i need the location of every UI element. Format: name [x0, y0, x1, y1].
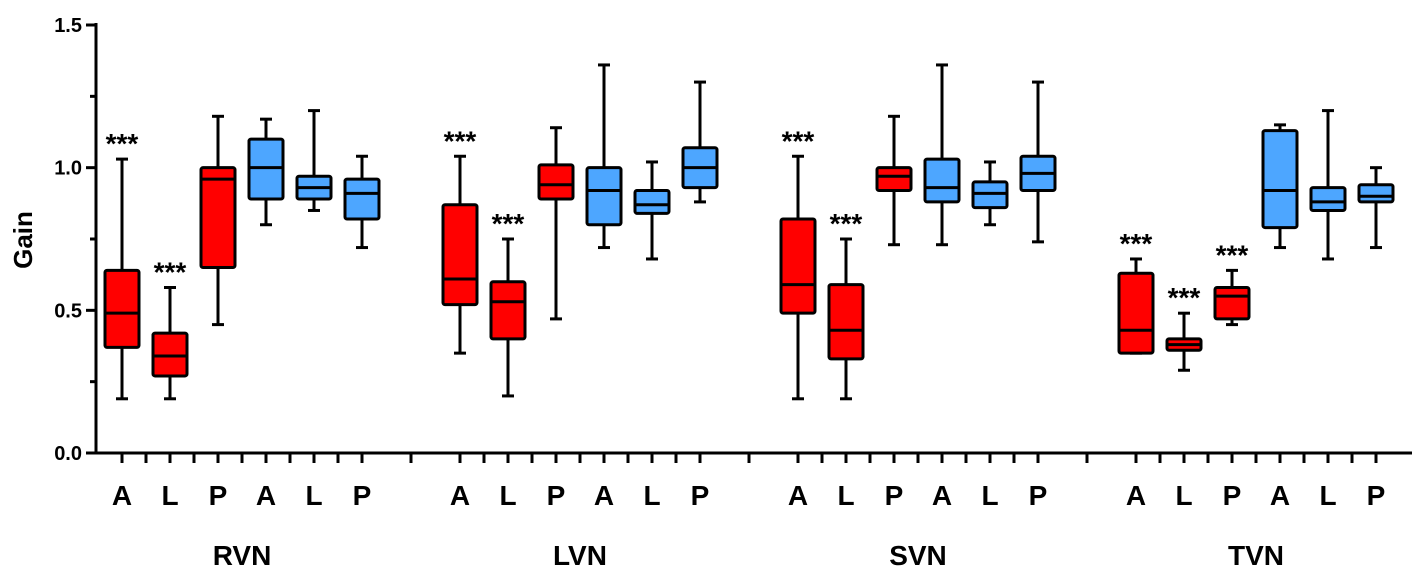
y-tick-label: 1.5 — [54, 15, 82, 37]
box-tvn-0: *** — [1117, 228, 1155, 355]
axes — [94, 23, 1412, 455]
box-rvn-3 — [247, 117, 285, 227]
category-label: A — [1126, 480, 1146, 511]
category-label: P — [1029, 480, 1048, 511]
category-label: P — [353, 480, 372, 511]
y-axis-label: Gain — [8, 211, 38, 269]
box-tvn-4 — [1309, 109, 1347, 261]
box-lvn-2 — [537, 126, 575, 321]
box-iqr — [537, 163, 575, 201]
box-iqr — [875, 166, 913, 192]
box-svn-4 — [971, 160, 1009, 227]
box-iqr — [199, 166, 237, 270]
category-label: L — [981, 480, 998, 511]
significance-label: *** — [492, 208, 525, 239]
box-iqr — [1213, 286, 1251, 321]
significance-label: *** — [106, 128, 139, 159]
box-rvn-2 — [199, 114, 237, 327]
group-label-tvn: TVN — [1228, 540, 1284, 571]
box-lvn-5 — [681, 80, 719, 204]
category-label: L — [499, 480, 516, 511]
box-svn-3 — [923, 63, 961, 247]
x-ticks — [120, 453, 1378, 463]
box-iqr — [633, 188, 671, 215]
box-lvn-0: *** — [441, 125, 479, 355]
box-iqr — [779, 217, 817, 315]
box-iqr — [1261, 129, 1299, 230]
box-iqr — [103, 268, 141, 349]
box-tvn-3 — [1261, 123, 1299, 250]
category-label: P — [547, 480, 566, 511]
category-label: P — [885, 480, 904, 511]
significance-label: *** — [782, 125, 815, 156]
category-label: A — [1270, 480, 1290, 511]
box-svn-0: *** — [779, 125, 817, 401]
box-iqr — [489, 280, 527, 341]
significance-label: *** — [830, 208, 863, 239]
box-tvn-1: *** — [1165, 282, 1203, 372]
box-rvn-4 — [295, 109, 333, 212]
box-iqr — [343, 177, 381, 221]
y-ticks: 0.0 0.5 1.0 1.5 — [54, 15, 96, 465]
significance-label: *** — [154, 257, 187, 288]
box-lvn-1: *** — [489, 208, 527, 398]
y-tick-label: 1.0 — [54, 158, 82, 180]
box-rvn-5 — [343, 154, 381, 250]
box-iqr — [1309, 186, 1347, 212]
category-label: A — [788, 480, 808, 511]
box-tvn-2: *** — [1213, 239, 1251, 327]
box-lvn-4 — [633, 160, 671, 261]
category-label: L — [305, 480, 322, 511]
box-iqr — [441, 203, 479, 307]
box-iqr — [585, 166, 623, 227]
box-lvn-3 — [585, 63, 623, 250]
y-tick-label: 0.5 — [54, 300, 82, 322]
category-label: L — [643, 480, 660, 511]
box-iqr — [1117, 271, 1155, 355]
group-label-lvn: LVN — [553, 540, 607, 571]
category-label: L — [161, 480, 178, 511]
group-label-svn: SVN — [889, 540, 947, 571]
box-rvn-0: *** — [103, 128, 141, 401]
category-label: L — [837, 480, 854, 511]
category-label: P — [1367, 480, 1386, 511]
category-label: P — [1223, 480, 1242, 511]
box-svn-5 — [1019, 80, 1057, 244]
significance-label: *** — [1168, 282, 1201, 313]
significance-label: *** — [444, 125, 477, 156]
box-rvn-1: *** — [151, 257, 189, 401]
category-label: A — [450, 480, 470, 511]
box-iqr — [923, 157, 961, 204]
box-iqr — [827, 283, 865, 361]
category-label: A — [594, 480, 614, 511]
y-tick-label: 0.0 — [54, 443, 82, 465]
significance-label: *** — [1120, 228, 1153, 259]
category-label: A — [112, 480, 132, 511]
box-tvn-5 — [1357, 166, 1395, 250]
box-svn-1: *** — [827, 208, 865, 401]
group-labels: RVN LVN SVN TVN — [213, 540, 1284, 571]
category-label: P — [209, 480, 228, 511]
category-label: L — [1319, 480, 1336, 511]
category-label: L — [1175, 480, 1192, 511]
group-label-rvn: RVN — [213, 540, 272, 571]
category-label: A — [932, 480, 952, 511]
box-svn-2 — [875, 114, 913, 247]
significance-label: *** — [1216, 239, 1249, 270]
box-iqr — [1357, 183, 1395, 204]
category-label: P — [691, 480, 710, 511]
category-label: A — [256, 480, 276, 511]
box-series: *** *** *** *** *** *** *** *** *** — [103, 63, 1395, 401]
